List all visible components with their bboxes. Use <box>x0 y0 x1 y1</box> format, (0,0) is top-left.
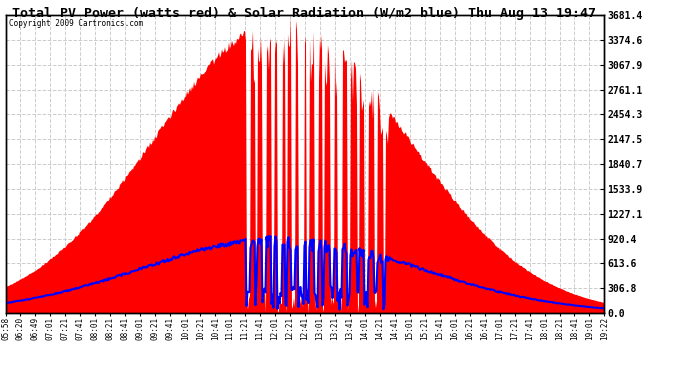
Text: Copyright 2009 Cartronics.com: Copyright 2009 Cartronics.com <box>8 20 143 28</box>
Text: Total PV Power (watts red) & Solar Radiation (W/m2 blue) Thu Aug 13 19:47: Total PV Power (watts red) & Solar Radia… <box>12 7 595 20</box>
